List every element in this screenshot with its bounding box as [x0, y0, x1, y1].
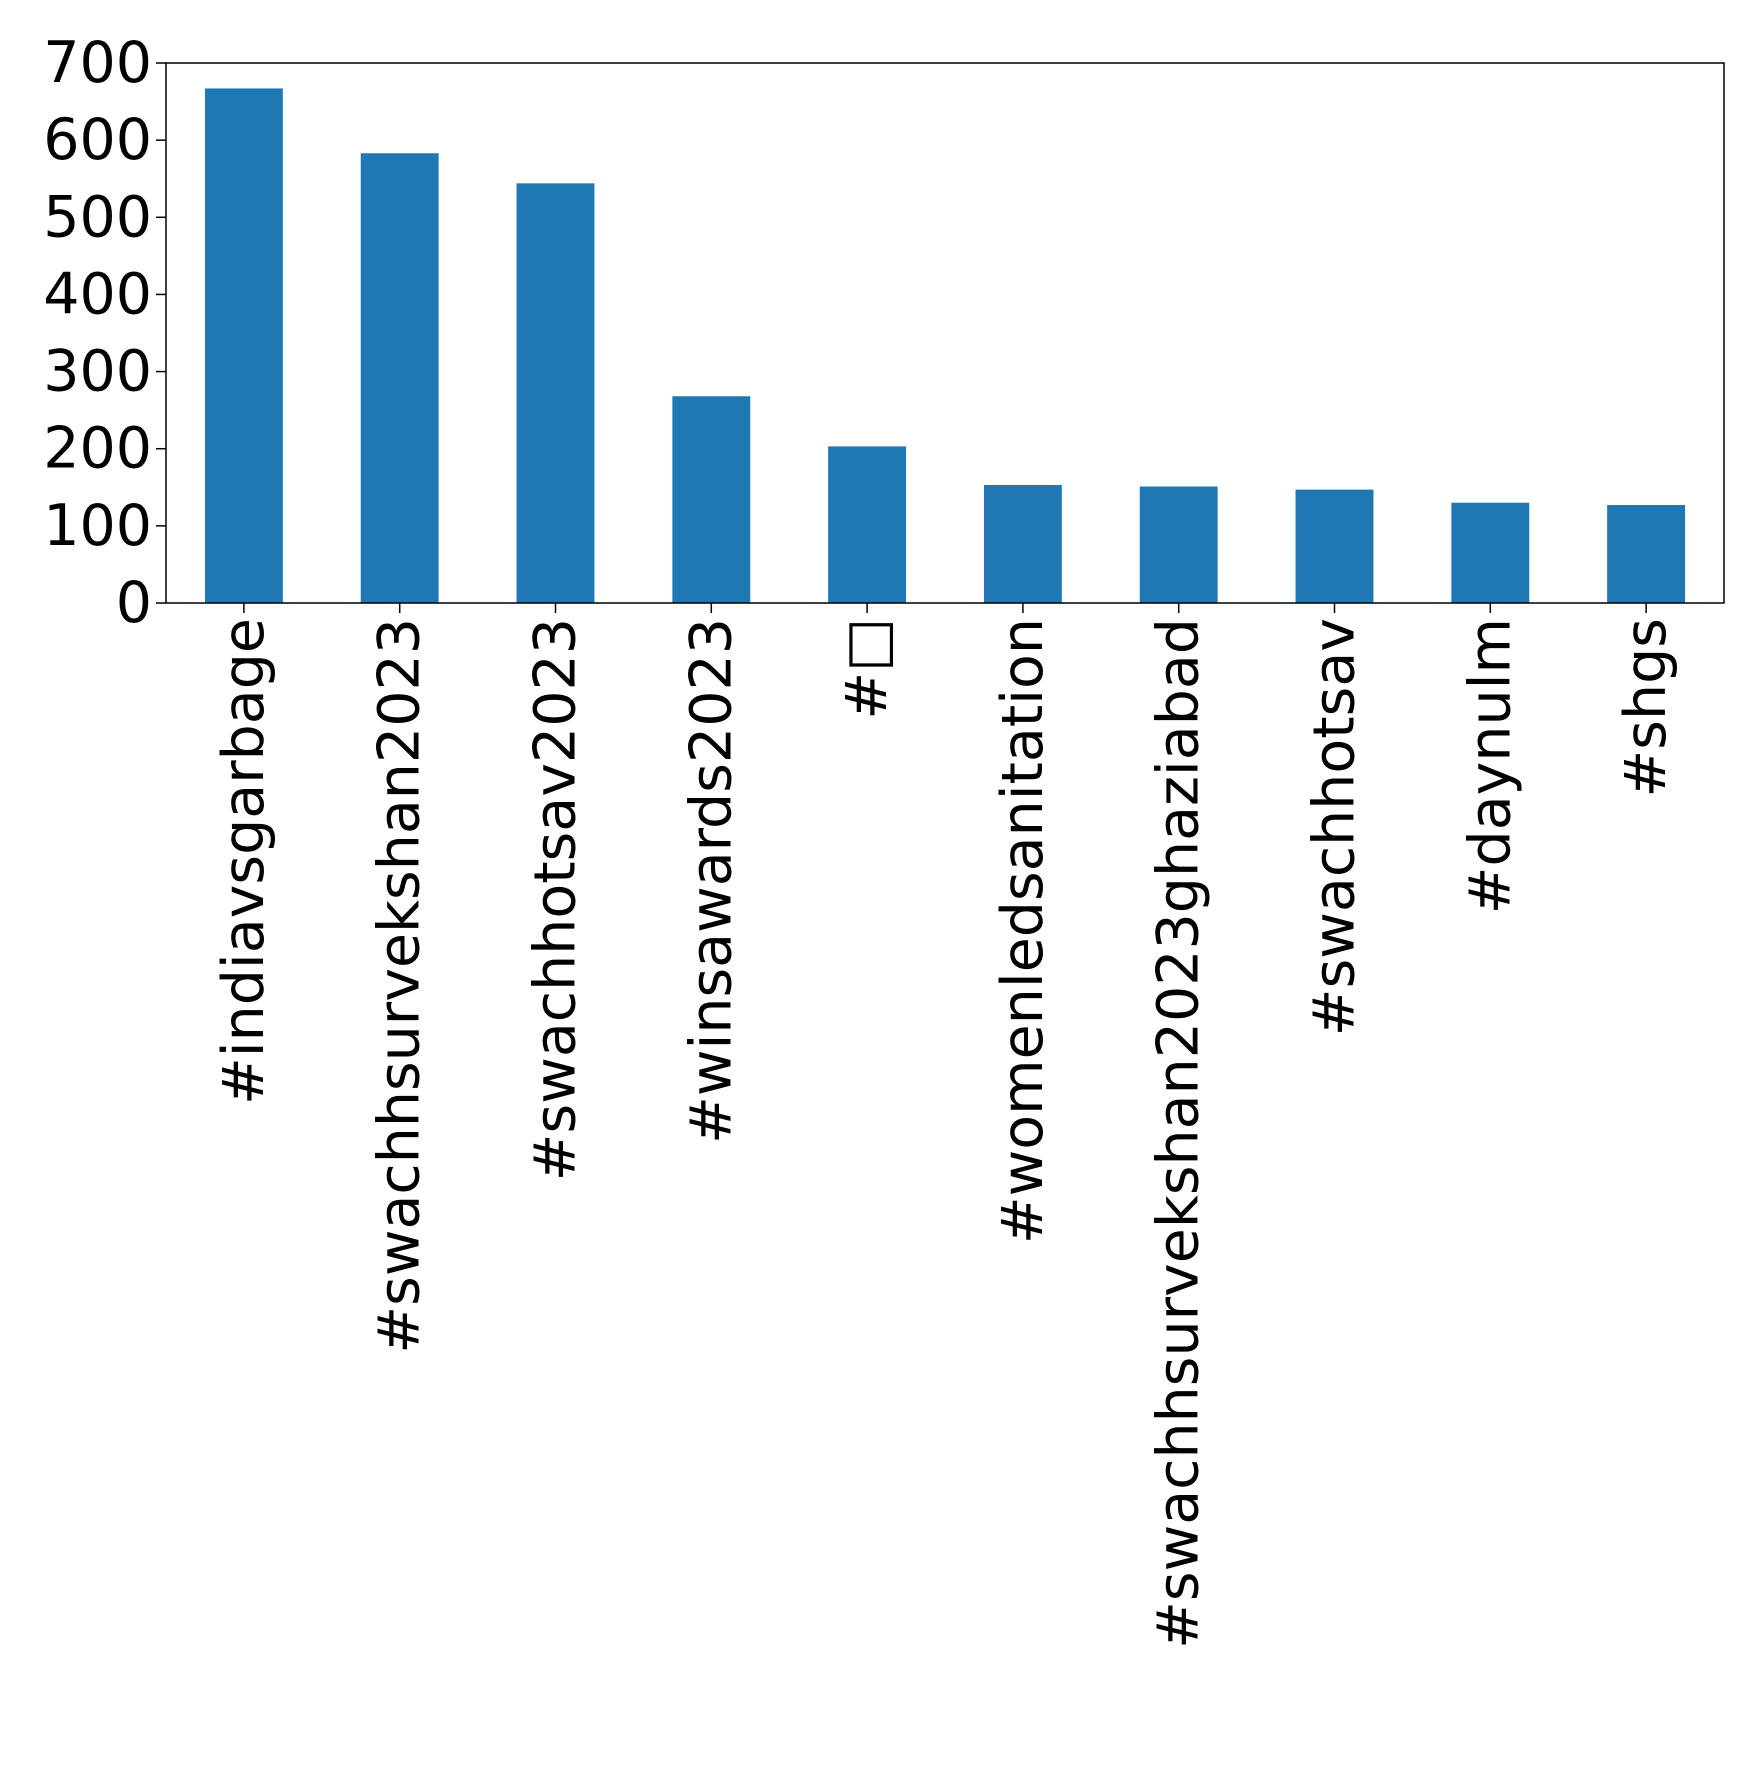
x-tick-label: #womenledsanitation: [990, 618, 1056, 1244]
x-tick-label: #swachhotsav: [1302, 618, 1368, 1036]
bar-8: [1295, 489, 1374, 603]
x-tick-label: #swachhsurvekshan2023ghaziabad: [1146, 618, 1212, 1649]
plot-frame: [165, 62, 1725, 604]
x-tick-label: #indiavsgarbage: [211, 618, 277, 1105]
x-tick-label: #shgs: [1613, 618, 1679, 797]
y-tick-label: 300: [43, 339, 152, 405]
y-axis: 0 100 200 300 400 500 600 700: [43, 30, 166, 636]
x-tick-label: #daynulm: [1457, 618, 1523, 914]
y-tick-label: 600: [43, 107, 152, 173]
bar-1: [204, 88, 283, 603]
y-tick-label: 200: [43, 416, 152, 482]
y-tick-label: 500: [43, 184, 152, 250]
x-tick-label: #□: [834, 618, 900, 720]
bar-10: [1607, 505, 1686, 603]
bars-layer: [204, 88, 1686, 604]
bar-6: [983, 484, 1062, 603]
y-tick-label: 400: [43, 261, 152, 327]
y-tick-label: 100: [43, 493, 152, 559]
bar-2: [360, 153, 439, 603]
x-tick-label: #winsawards2023: [678, 618, 744, 1144]
x-tick-label: #swachhotsav2023: [523, 618, 589, 1181]
x-tick-label: #swachhsurvekshan2023: [367, 618, 433, 1354]
bar-9: [1451, 502, 1530, 603]
bar-5: [828, 446, 907, 603]
bar-4: [672, 396, 751, 603]
bar-3: [516, 183, 595, 604]
y-tick-label: 700: [43, 30, 152, 96]
y-tick-label: 0: [116, 570, 152, 636]
bar-7: [1139, 486, 1218, 603]
x-axis: #indiavsgarbage #swachhsurvekshan2023 #swa…: [211, 603, 1679, 1649]
